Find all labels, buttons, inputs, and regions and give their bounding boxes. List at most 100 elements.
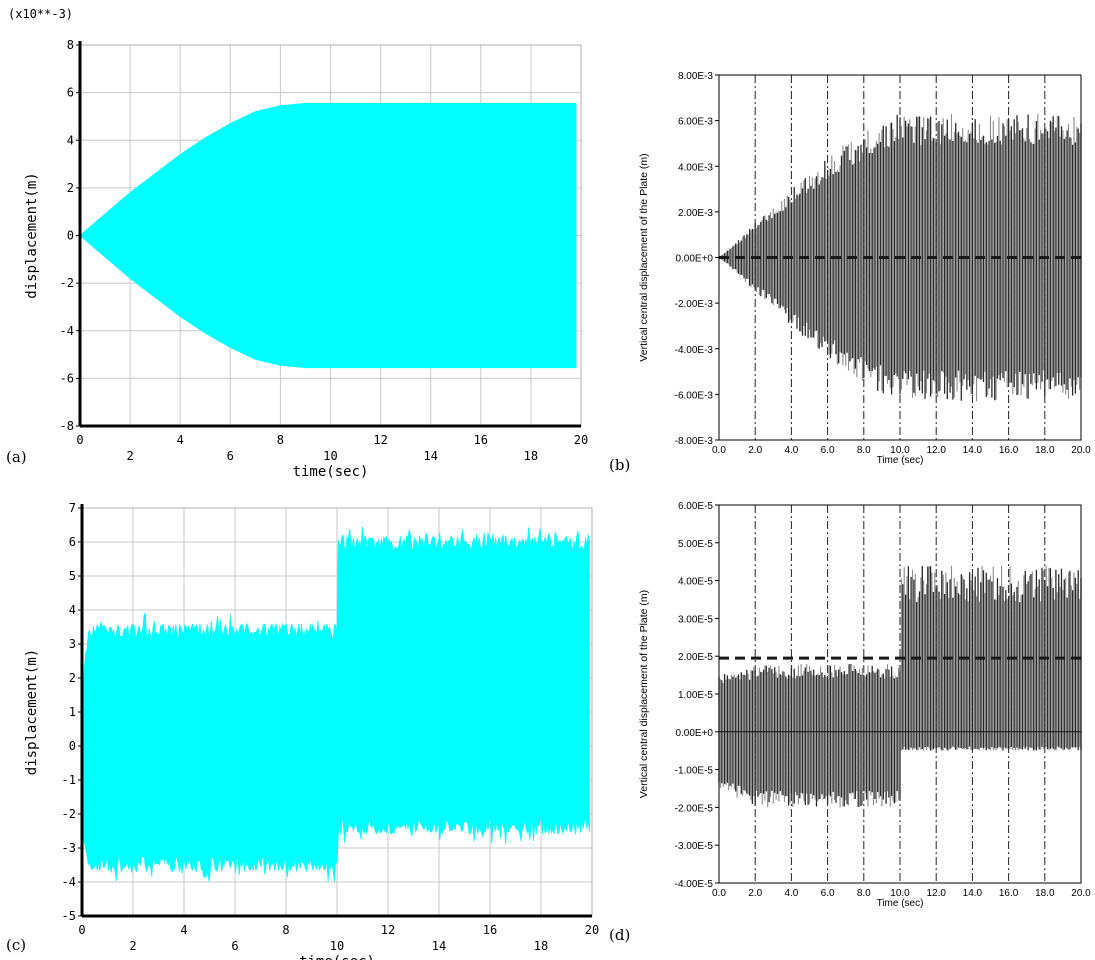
y-tick-label: 1	[69, 705, 76, 719]
x-tick-label: 18	[534, 939, 548, 953]
x-tick-label: 18.0	[1035, 445, 1055, 456]
x-tick-label: 20	[574, 433, 588, 447]
x-tick-label: 20	[585, 923, 599, 937]
x-tick-label: 2.0	[748, 445, 762, 456]
y-tick-label: 0.00E+0	[675, 254, 713, 265]
x-tick-label: 12	[381, 923, 395, 937]
y-tick-label: 6	[67, 86, 74, 100]
y-axis-label: displacement(m)	[24, 649, 40, 775]
x-tick-label: 12.0	[926, 888, 946, 899]
y-axis-label: displacement(m)	[24, 172, 40, 298]
x-tick-label: 14.0	[963, 445, 983, 456]
x-tick-label: 4.0	[784, 888, 798, 899]
y-tick-label: -2	[62, 807, 76, 821]
x-tick-label: 6.0	[821, 445, 835, 456]
x-tick-label: 8.0	[857, 888, 871, 899]
x-tick-label: 2	[129, 939, 136, 953]
y-tick-label: 5.00E-5	[678, 539, 713, 550]
x-tick-label: 8	[277, 433, 284, 447]
y-axis-label: Vertical central displacement of the Pla…	[638, 153, 650, 361]
x-tick-label: 0	[76, 433, 83, 447]
x-tick-label: 20.0	[1071, 445, 1091, 456]
x-tick-label: 16.0	[999, 445, 1019, 456]
y-tick-label: 4.00E-3	[678, 162, 713, 173]
panel-label-a: (a)	[6, 448, 27, 466]
panel-label-b: (b)	[609, 456, 630, 474]
x-axis-label: Time (sec)	[877, 898, 924, 909]
scale-note-a: (x10**-3)	[8, 7, 73, 21]
y-tick-label: -4.00E-3	[675, 345, 714, 356]
x-tick-label: 4	[177, 433, 184, 447]
y-tick-label: 4	[67, 133, 74, 147]
x-tick-label: 4.0	[784, 445, 798, 456]
y-tick-label: 1.00E-5	[678, 690, 713, 701]
x-tick-label: 8	[282, 923, 289, 937]
y-tick-label: 3.00E-5	[678, 614, 713, 625]
panel-label-d: (d)	[609, 926, 630, 944]
x-tick-label: 12.0	[926, 445, 946, 456]
y-tick-label: 6.00E-5	[678, 501, 713, 512]
y-tick-label: -2.00E-3	[675, 299, 714, 310]
x-tick-label: 0.0	[712, 888, 726, 899]
y-tick-label: -3.00E-5	[675, 841, 714, 852]
x-tick-label: 0.0	[712, 445, 726, 456]
y-tick-label: -4.00E-5	[675, 879, 714, 890]
x-tick-label: 0	[78, 923, 85, 937]
x-tick-label: 4	[180, 923, 187, 937]
x-tick-label: 14	[423, 449, 437, 463]
y-tick-label: -6.00E-3	[675, 390, 714, 401]
y-tick-label: 8.00E-3	[678, 71, 713, 82]
y-tick-label: 6	[69, 535, 76, 549]
y-tick-label: 2.00E-3	[678, 208, 713, 219]
x-tick-label: 10.0	[890, 445, 910, 456]
x-tick-label: 6.0	[821, 888, 835, 899]
x-tick-label: 10.0	[890, 888, 910, 899]
y-tick-label: -6	[60, 371, 74, 385]
y-tick-label: 2.00E-5	[678, 652, 713, 663]
signal-band-c	[81, 526, 590, 882]
x-tick-label: 14.0	[963, 888, 983, 899]
x-tick-label: 8.0	[857, 445, 871, 456]
x-tick-label: 14	[432, 939, 446, 953]
x-tick-label: 2.0	[748, 888, 762, 899]
x-tick-label: 6	[227, 449, 234, 463]
panel-label-c: (c)	[6, 936, 26, 954]
y-tick-label: 6.00E-3	[678, 117, 713, 128]
x-tick-label: 6	[231, 939, 238, 953]
y-tick-label: 0	[67, 229, 74, 243]
y-tick-label: 0	[69, 739, 76, 753]
x-tick-label: 10	[330, 939, 344, 953]
y-tick-label: 3	[69, 637, 76, 651]
y-tick-label: 7	[69, 501, 76, 515]
y-tick-label: -4	[60, 324, 74, 338]
y-tick-label: -8	[60, 419, 74, 433]
x-tick-label: 16	[474, 433, 488, 447]
x-tick-label: 20.0	[1071, 888, 1091, 899]
y-tick-label: 5	[69, 569, 76, 583]
y-tick-label: -4	[62, 875, 76, 889]
y-tick-label: -2	[60, 276, 74, 290]
signal-band-a	[79, 102, 577, 369]
x-tick-label: 16	[483, 923, 497, 937]
x-tick-label: 12	[373, 433, 387, 447]
y-tick-label: 4.00E-5	[678, 577, 713, 588]
y-tick-label: -3	[62, 841, 76, 855]
chart-a: -8 -6 -4 -2 0 2 4 6 8 0 4 8 12 16 20 2 6 10 14 18 time(sec) d…	[24, 38, 588, 480]
x-axis-label: time(sec)	[293, 464, 369, 480]
y-tick-label: -1	[62, 773, 76, 787]
y-tick-label: 4	[69, 603, 76, 617]
y-tick-label: 2	[69, 671, 76, 685]
x-tick-label: 16.0	[999, 888, 1019, 899]
x-axis-label: time(sec)	[299, 954, 375, 960]
x-axis-label: Time (sec)	[877, 455, 924, 466]
y-tick-label: -1.00E-5	[675, 766, 714, 777]
chart-c: -5-4-3-2-10123456704812162026101418time(…	[24, 501, 599, 960]
x-tick-label: 18.0	[1035, 888, 1055, 899]
y-axis-label: Vertical central displacement of the Pla…	[638, 590, 650, 798]
x-tick-label: 2	[126, 449, 133, 463]
x-tick-label: 18	[524, 449, 538, 463]
x-tick-label: 10	[323, 449, 337, 463]
chart-d: -4.00E-5 -3.00E-5 -2.00E-5 -1.00E-5 0.00E+0 1…	[638, 501, 1091, 909]
y-tick-label: 2	[67, 181, 74, 195]
